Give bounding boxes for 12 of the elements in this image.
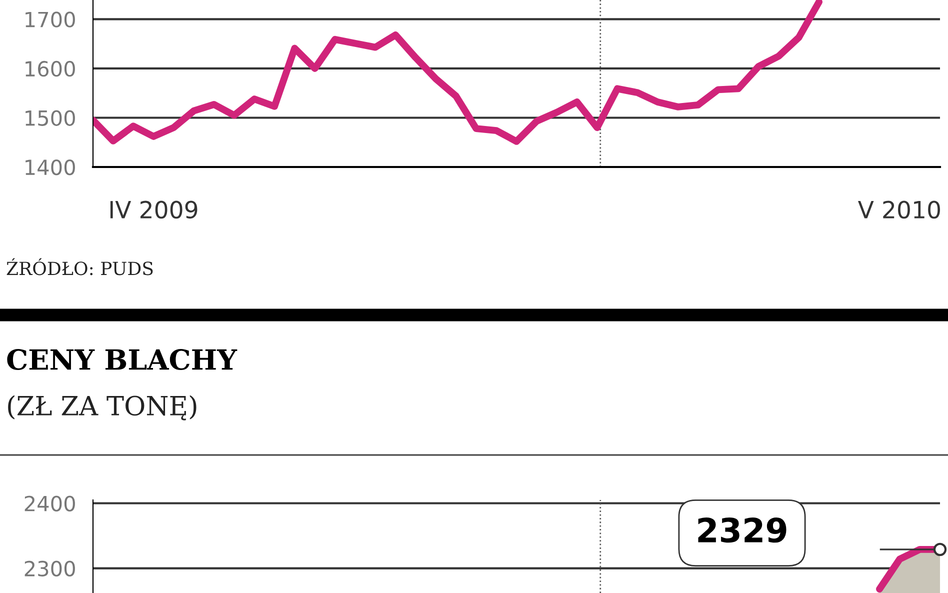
chart-subtitle: (ZŁ ZA TONĘ) [8,395,196,420]
x-tick-label: V 2010 [858,200,940,219]
text: ŹRÓDŁO: PUDS [6,258,153,276]
y-tick-label: 2300 [24,560,75,576]
y-tick-label: 1500 [26,110,75,126]
chart-title: CENY BLACHY [7,349,238,370]
annotation: 2329 [698,517,786,543]
x-tick-label: IV 2009 [110,200,198,219]
y-tick-label: 1700 [26,12,75,28]
y-tick-label: 1400 [26,159,75,176]
y-tick-label: 2400 [24,496,75,512]
y-tick-label: 1600 [26,60,75,77]
